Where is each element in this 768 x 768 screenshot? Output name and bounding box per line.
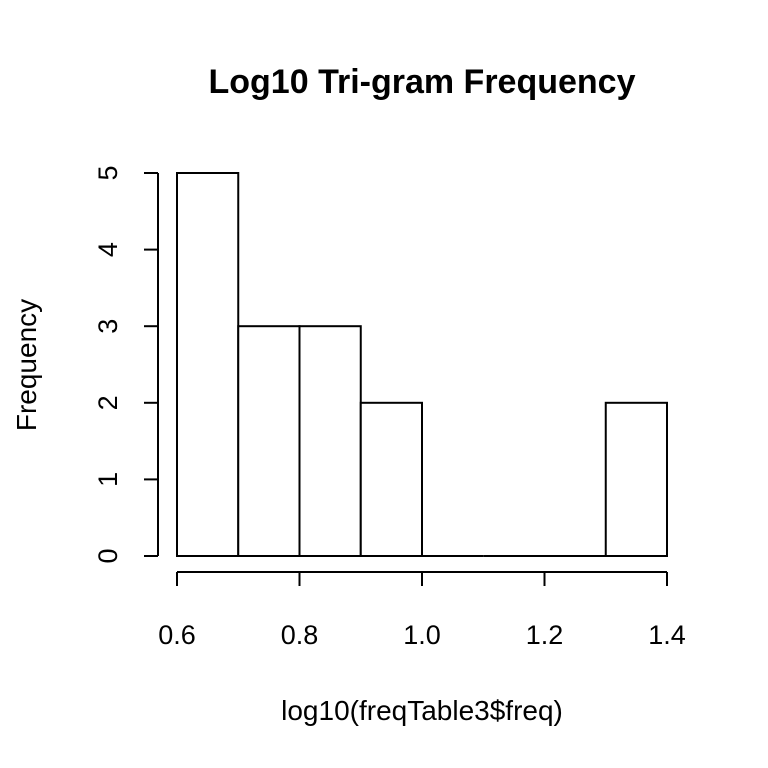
y-axis-label: Frequency (11, 299, 42, 431)
histogram-bar-3 (359, 401, 423, 557)
x-tick-label: 1.0 (403, 620, 441, 650)
x-axis: 0.6 0.8 1.0 1.2 1.4 (158, 571, 686, 650)
y-tick-label: 3 (93, 319, 123, 334)
y-tick-label: 2 (93, 395, 123, 410)
x-axis-label: log10(freqTable3$freq) (281, 695, 563, 726)
y-axis: 0 1 2 3 4 5 (93, 165, 159, 564)
histogram-bar-1 (237, 325, 301, 558)
y-tick-label: 1 (93, 472, 123, 487)
histogram-bar-7 (604, 401, 668, 557)
y-tick-label: 4 (93, 242, 123, 257)
x-tick-label: 1.2 (526, 620, 564, 650)
histogram-bar-0 (176, 172, 240, 557)
chart-title: Log10 Tri-gram Frequency (209, 63, 636, 101)
x-tick-label: 1.4 (648, 620, 686, 650)
x-tick-label: 0.6 (158, 620, 196, 650)
histogram-bar-2 (298, 325, 362, 558)
y-tick-label: 5 (93, 165, 123, 180)
y-tick-label: 0 (93, 548, 123, 563)
bars-group (176, 172, 668, 558)
x-tick-label: 0.8 (281, 620, 319, 650)
